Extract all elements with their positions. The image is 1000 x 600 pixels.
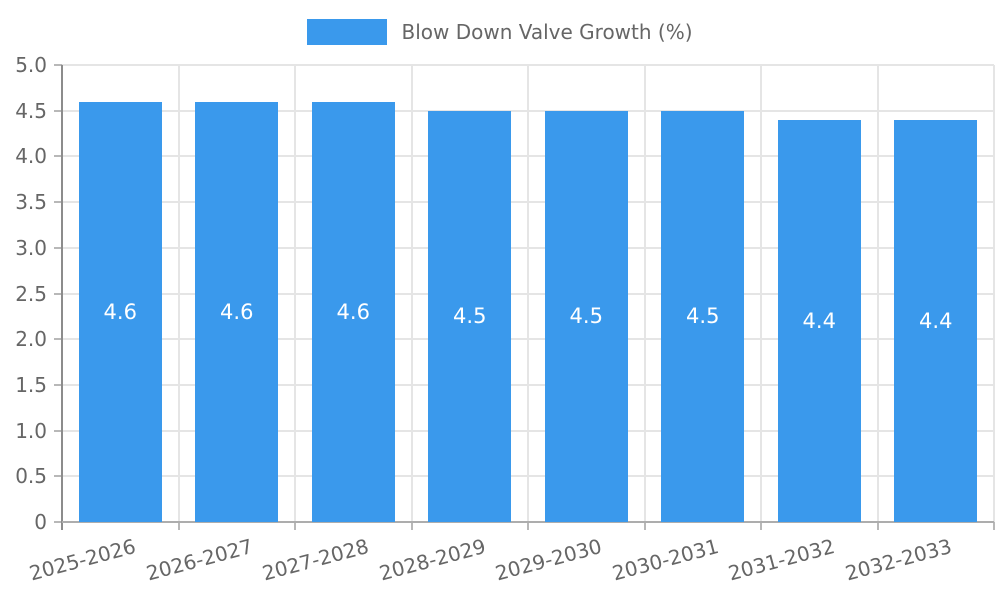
x-axis-tick-label: 2025-2026: [26, 534, 139, 586]
bar-value-label: 4.5: [453, 304, 487, 329]
x-axis-tick-label: 2031-2032: [725, 534, 838, 586]
bar-value-label: 4.6: [103, 299, 137, 324]
bar[interactable]: 4.5: [544, 110, 628, 522]
y-axis-tick: [54, 292, 62, 295]
v-gridline: [643, 65, 646, 522]
v-gridline: [527, 65, 529, 522]
x-axis-tick: [410, 522, 413, 530]
bar-value-label: 4.4: [919, 308, 953, 333]
bar-value-label: 4.5: [686, 304, 720, 329]
x-axis-tick: [643, 522, 646, 530]
x-axis-tick: [760, 522, 762, 530]
x-axis-tick-label: 2029-2030: [492, 534, 605, 586]
legend[interactable]: Blow Down Valve Growth (%): [0, 19, 1000, 45]
bar-value-label: 4.6: [220, 299, 254, 324]
bar-value-label: 4.4: [802, 308, 836, 333]
bar-value-label: 4.6: [336, 299, 370, 324]
y-axis-tick: [54, 109, 62, 112]
y-axis-tick: [54, 338, 62, 341]
x-axis-tick-label: 2027-2028: [259, 534, 372, 586]
x-axis-tick-label: 2028-2029: [376, 534, 488, 586]
x-axis-tick: [294, 522, 296, 530]
x-axis-tick: [993, 522, 995, 530]
y-axis-tick: [54, 246, 62, 249]
x-axis-line: [62, 521, 994, 523]
v-gridline: [294, 65, 296, 522]
x-axis-tick: [177, 522, 180, 530]
legend-label: Blow Down Valve Growth (%): [401, 20, 693, 44]
y-axis-tick-label: 2.5: [15, 281, 47, 306]
x-axis-tick-label: 2026-2027: [143, 534, 255, 586]
y-axis-tick-label: 0: [34, 510, 47, 534]
y-axis-tick: [54, 64, 62, 66]
y-axis-line: [61, 65, 63, 530]
bar[interactable]: 4.4: [777, 119, 861, 522]
x-axis-tick-label: 2032-2033: [842, 534, 954, 586]
y-axis-tick: [54, 429, 62, 432]
v-gridline: [993, 65, 995, 522]
y-axis-tick: [54, 475, 62, 478]
x-axis-tick-label: 2030-2031: [609, 534, 721, 586]
bar[interactable]: 4.5: [661, 110, 745, 522]
bar-value-label: 4.5: [569, 304, 603, 329]
y-axis-tick-label: 4.0: [15, 144, 47, 169]
v-gridline: [876, 65, 879, 522]
x-axis-tick: [876, 522, 879, 530]
y-axis-tick-label: 3.0: [15, 235, 47, 260]
y-axis-tick: [54, 383, 62, 386]
y-axis-tick: [54, 201, 62, 204]
y-axis-tick-label: 5.0: [15, 53, 47, 77]
y-axis-tick-label: 4.5: [15, 98, 47, 123]
bar[interactable]: 4.6: [195, 101, 279, 522]
y-axis-tick-label: 3.5: [15, 190, 47, 215]
bar[interactable]: 4.4: [894, 119, 978, 522]
bar[interactable]: 4.6: [78, 101, 162, 522]
y-axis-tick-label: 1.5: [15, 372, 47, 397]
bar[interactable]: 4.5: [428, 110, 512, 522]
bar[interactable]: 4.6: [311, 101, 395, 522]
y-axis-tick-label: 0.5: [15, 464, 47, 489]
x-axis-tick: [527, 522, 529, 530]
v-gridline: [410, 65, 413, 522]
v-gridline: [760, 65, 762, 522]
legend-swatch: [307, 19, 388, 45]
y-axis-tick: [54, 155, 62, 158]
y-axis-tick: [54, 521, 62, 523]
y-axis-tick-label: 2.0: [15, 327, 47, 352]
y-axis-tick-label: 1.0: [15, 418, 47, 443]
v-gridline: [177, 65, 180, 522]
